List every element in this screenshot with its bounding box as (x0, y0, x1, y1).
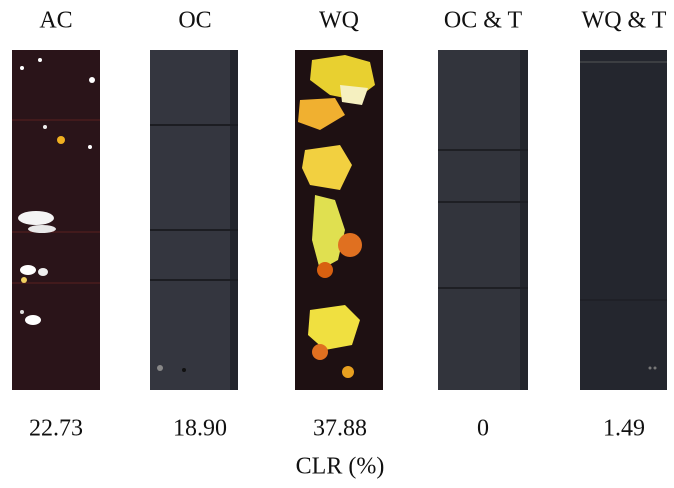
specimen-image (295, 50, 383, 390)
specimen-image (580, 50, 667, 390)
clr-value: 37.88 (313, 416, 367, 442)
clr-value: 22.73 (29, 416, 83, 442)
clr-value: 0 (477, 416, 489, 442)
figure: AC OC WQ OC & T WQ & T (0, 0, 674, 488)
specimen-image (150, 50, 238, 390)
panel-label: OC (178, 8, 211, 34)
caption: CLR (%) (296, 454, 385, 480)
panel-label: WQ (319, 8, 359, 34)
specimen-image (12, 50, 100, 390)
specimen-image (438, 50, 528, 390)
panel-label: OC & T (444, 8, 523, 34)
clr-value: 1.49 (603, 416, 645, 442)
clr-value: 18.90 (173, 416, 227, 442)
panel-label: WQ & T (582, 8, 667, 34)
panel-label: AC (39, 8, 72, 34)
